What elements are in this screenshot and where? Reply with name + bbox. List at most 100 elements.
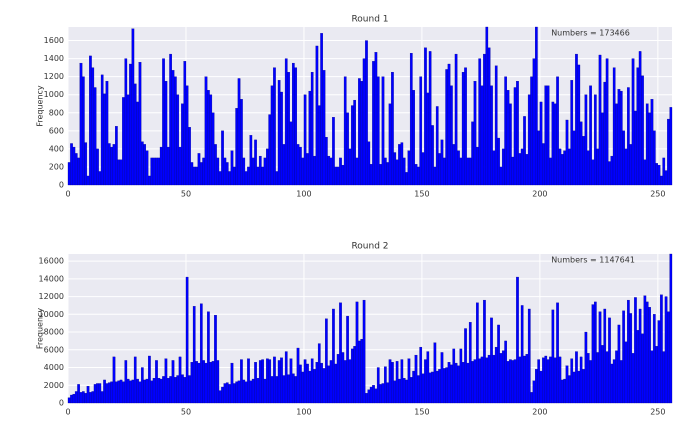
- bar: [516, 276, 519, 404]
- bar: [313, 155, 316, 186]
- bar: [563, 150, 566, 186]
- bar: [360, 81, 364, 186]
- bar: [598, 311, 602, 404]
- bar: [393, 152, 397, 186]
- bar: [306, 363, 309, 404]
- bar: [570, 80, 574, 186]
- y-axis-label: Frequency: [36, 85, 45, 127]
- bar: [367, 141, 371, 186]
- bar: [464, 67, 467, 186]
- bar: [476, 146, 479, 186]
- bar: [124, 360, 128, 404]
- bar: [103, 93, 106, 186]
- bar: [289, 358, 293, 404]
- subplot: 0 2000 4000 6000 8000 10000 12000 14000 16000 0 50…: [36, 242, 673, 417]
- bar: [506, 90, 510, 186]
- bar: [365, 40, 368, 186]
- bar: [393, 380, 397, 404]
- bar: [593, 301, 597, 404]
- bar: [445, 367, 449, 404]
- bar: [266, 358, 269, 404]
- bar: [237, 78, 241, 186]
- y-tick-label: 6000: [44, 345, 64, 354]
- bar: [214, 315, 217, 404]
- bar: [240, 359, 243, 404]
- bar: [506, 361, 510, 404]
- bar: [230, 362, 234, 404]
- bar: [181, 374, 184, 404]
- bar: [527, 308, 531, 404]
- bar: [115, 126, 118, 186]
- bar: [525, 354, 529, 404]
- bar: [400, 142, 404, 186]
- bar: [553, 357, 557, 404]
- bar: [117, 380, 121, 404]
- bar: [77, 384, 80, 404]
- bar: [442, 157, 446, 186]
- bar: [586, 150, 590, 186]
- bar: [327, 365, 331, 404]
- bar: [110, 381, 113, 404]
- bar: [398, 378, 401, 404]
- bar: [464, 328, 467, 404]
- bar: [296, 144, 300, 186]
- bar: [185, 85, 189, 186]
- bar: [188, 127, 191, 186]
- bar: [103, 379, 106, 404]
- bar: [478, 58, 482, 186]
- bar: [409, 377, 413, 404]
- bar: [67, 162, 71, 186]
- bar: [627, 87, 630, 186]
- bar: [98, 383, 102, 404]
- bar: [520, 305, 524, 404]
- bar: [254, 362, 257, 404]
- bar: [664, 170, 668, 186]
- y-tick-label: 400: [49, 144, 64, 153]
- bar: [223, 383, 227, 404]
- bar: [249, 135, 253, 186]
- bar: [395, 159, 399, 186]
- bar: [549, 356, 552, 404]
- bar: [577, 370, 581, 404]
- bar: [320, 33, 323, 186]
- bar: [273, 356, 276, 404]
- bar: [447, 362, 451, 404]
- bar: [275, 171, 279, 186]
- bar: [652, 314, 656, 404]
- bar: [358, 78, 361, 186]
- bar: [612, 359, 616, 404]
- bar: [509, 359, 512, 404]
- bar: [435, 106, 439, 186]
- bar: [306, 153, 309, 186]
- bar: [369, 386, 373, 404]
- bar: [190, 362, 194, 404]
- bar: [322, 368, 326, 404]
- bar: [115, 381, 118, 404]
- bar: [384, 157, 387, 186]
- bar: [343, 360, 347, 404]
- bar: [490, 317, 493, 404]
- bar: [282, 375, 286, 404]
- x-tick-label: 200: [532, 190, 547, 199]
- bar: [608, 317, 611, 404]
- bar: [669, 253, 673, 404]
- bar: [473, 359, 477, 404]
- bar: [150, 380, 154, 404]
- bar: [634, 110, 637, 186]
- y-tick-label: 200: [49, 162, 64, 171]
- bar: [402, 378, 406, 404]
- bar: [178, 146, 182, 186]
- bar: [195, 361, 198, 404]
- bar: [310, 71, 314, 186]
- y-tick-label: 8000: [44, 328, 64, 337]
- bar: [67, 397, 71, 404]
- bar: [355, 157, 359, 186]
- bar: [376, 367, 380, 404]
- bar: [511, 360, 515, 404]
- bar: [575, 351, 578, 404]
- bar: [233, 166, 236, 186]
- bar: [388, 359, 392, 404]
- bar: [454, 362, 458, 404]
- bar: [282, 144, 286, 186]
- bar: [263, 157, 267, 186]
